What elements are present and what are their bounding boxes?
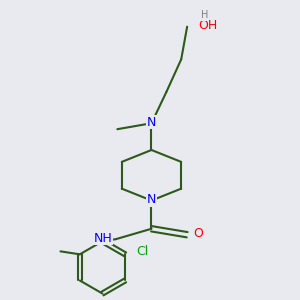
Text: NH: NH [94, 232, 113, 245]
Text: OH: OH [198, 19, 218, 32]
Text: N: N [147, 116, 156, 129]
Text: N: N [147, 193, 156, 206]
Text: O: O [194, 227, 204, 240]
Text: Cl: Cl [136, 245, 148, 258]
Text: H: H [200, 11, 208, 20]
